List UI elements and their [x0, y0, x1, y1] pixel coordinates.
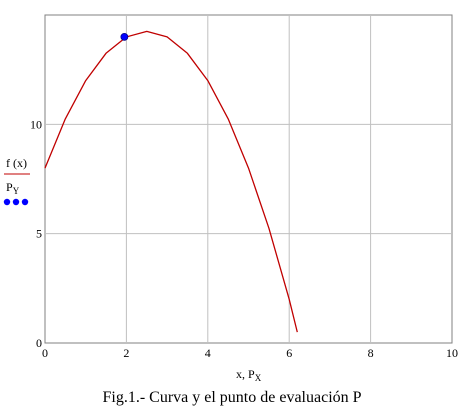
x-tick-label-4: 4: [205, 346, 211, 360]
point-p: [120, 32, 129, 41]
x-axis-label: x, PX: [236, 367, 262, 383]
x-tick-label-2: 2: [123, 346, 129, 360]
x-tick-label-8: 8: [368, 346, 374, 360]
y-axis-label-line1: f (x): [6, 156, 27, 170]
legend-dot-3: [21, 198, 29, 206]
figure-caption: Fig.1.- Curva y el punto de evaluación P: [102, 389, 362, 406]
chart: 0 2 4 6 8 10 0 5 10 f (x) PY x, PX: [3, 14, 458, 383]
tick-labels: 0 2 4 6 8 10 0 5 10: [30, 117, 458, 360]
x-tick-label-6: 6: [286, 346, 292, 360]
x-axis-label-main: x, P: [236, 367, 255, 381]
y-axis-label-line2-main: P: [6, 180, 13, 194]
x-axis-label-sub: X: [255, 373, 262, 383]
legend-dot-2: [12, 198, 20, 206]
grid: [45, 15, 452, 343]
y-tick-label-0: 0: [36, 336, 42, 350]
series-layer: [44, 30, 298, 333]
y-axis-legend-dots: [3, 198, 29, 206]
plot-area: [44, 14, 453, 344]
x-tick-label-10: 10: [446, 346, 458, 360]
x-tick-label-0: 0: [42, 346, 48, 360]
y-tick-label-5: 5: [36, 227, 42, 241]
curve-f-x: [44, 30, 298, 333]
legend-dot-1: [3, 198, 11, 206]
y-axis-label-line2: PY: [6, 180, 20, 196]
y-axis-label-line2-sub: Y: [13, 186, 20, 196]
y-tick-label-10: 10: [30, 117, 42, 131]
